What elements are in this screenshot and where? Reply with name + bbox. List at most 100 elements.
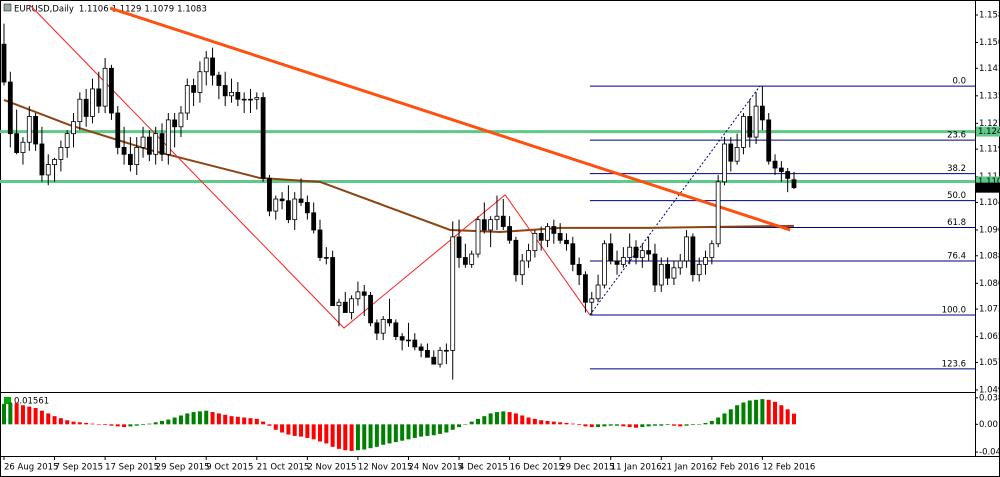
fib-label: 123.6 — [942, 359, 966, 369]
indicator-bar — [210, 412, 215, 425]
indicator-bar — [716, 417, 721, 425]
candle-body — [387, 319, 392, 324]
x-tick-label: 29 Sep 2015 — [156, 463, 210, 473]
indicator-bar — [84, 422, 89, 425]
candle-body — [178, 112, 184, 128]
indicator-bar — [330, 424, 335, 447]
indicator-bar — [652, 424, 657, 426]
candle-body — [71, 121, 76, 135]
candle-body — [488, 219, 494, 231]
candle-body — [109, 67, 114, 114]
candle-body — [336, 301, 342, 307]
y-tick-label: 1.0805 — [979, 279, 1000, 289]
indicator-bar — [792, 413, 796, 425]
candle-body — [33, 116, 38, 145]
x-tick-label: 29 Dec 2015 — [560, 463, 614, 473]
indicator-bar — [33, 407, 38, 425]
close-value: 1.1083 — [177, 4, 207, 14]
candle-body — [677, 260, 683, 269]
candle-body — [26, 116, 32, 143]
candle-body — [652, 253, 658, 286]
candle-body — [7, 81, 13, 135]
candle-body — [279, 198, 285, 202]
indicator-bar — [640, 424, 645, 428]
indicator-bar — [709, 420, 714, 425]
indicator-bar — [336, 424, 341, 449]
chart-title: EURUSD,Daily 1.1106 1.1129 1.1079 1.1083 — [14, 4, 207, 14]
candle-body — [184, 85, 190, 114]
indicator-bar — [349, 424, 354, 451]
indicator-bar — [242, 417, 247, 425]
candle-body — [191, 85, 197, 93]
indicator-bar — [27, 406, 32, 425]
indicator-bar — [577, 424, 582, 426]
indicator-bar — [185, 413, 190, 425]
candle-body — [481, 219, 487, 231]
indicator-bar — [197, 411, 202, 425]
candle-body — [317, 229, 323, 258]
indicator-bar — [160, 420, 164, 425]
candle-body — [165, 119, 171, 155]
indicator-bar — [14, 403, 19, 425]
indicator-bar — [343, 424, 348, 451]
candle-body — [248, 98, 253, 101]
candle-body — [627, 246, 633, 258]
candle-body — [785, 171, 791, 179]
candle-body — [519, 260, 525, 276]
candle-body — [728, 143, 734, 162]
open-value: 1.1106 — [79, 4, 109, 14]
indicator-bar — [602, 424, 607, 427]
candle-body — [254, 97, 260, 100]
indicator-label: 0.01561 — [14, 397, 49, 407]
y-tick-label: 1.0885 — [979, 251, 1000, 261]
indicator-bar — [532, 418, 537, 425]
candle-body — [368, 294, 373, 324]
candle-body — [500, 215, 506, 227]
candle-body — [342, 301, 348, 313]
indicator-bar — [463, 424, 468, 425]
indicator-bar — [2, 403, 6, 425]
x-tick-label: 9 Oct 2015 — [206, 463, 253, 473]
candle-body — [526, 250, 531, 262]
indicator-bar — [178, 415, 183, 425]
candle-body — [658, 263, 664, 286]
indicator-bar — [659, 424, 664, 426]
candle-body — [469, 253, 475, 265]
indicator-bar — [400, 424, 405, 441]
indicator-bar — [564, 422, 569, 425]
candle-body — [494, 215, 500, 221]
current-price: 1.1083 — [978, 183, 1000, 193]
candle-body — [153, 133, 159, 155]
indicator-bar — [58, 418, 63, 425]
indicator-bar — [760, 399, 765, 425]
candle-body — [102, 67, 108, 107]
x-tick-label: 17 Sep 2015 — [105, 463, 159, 473]
indicator-bar — [615, 424, 620, 426]
candle-body — [462, 257, 468, 265]
indicator-bar — [425, 424, 430, 436]
candle-body — [304, 202, 310, 214]
indicator-bar — [722, 413, 727, 425]
indicator-bar — [128, 424, 133, 427]
y-tick-label: 1.0730 — [979, 305, 1000, 315]
price-label-box — [976, 176, 1000, 187]
indicator-tick-label: -0.04073 — [979, 448, 1000, 458]
indicator-bar — [90, 423, 95, 425]
indicator-tick-label: 0.03886 — [979, 393, 1000, 403]
candle-body — [52, 159, 57, 166]
fib-label: 0.0 — [952, 77, 966, 87]
indicator-bar — [646, 424, 651, 427]
indicator-bar — [267, 424, 272, 426]
x-tick-label: 26 Aug 2015 — [4, 463, 58, 473]
indicator-bar — [235, 416, 240, 425]
y-tick-label: 1.1195 — [979, 145, 1000, 155]
moving-average — [3, 99, 795, 234]
x-tick-label: 12 Nov 2015 — [358, 463, 412, 473]
candle-body — [703, 257, 708, 265]
indicator-bar — [419, 424, 424, 437]
candle-body — [620, 257, 626, 265]
candle-body — [90, 88, 95, 117]
indicator-bar — [558, 422, 563, 425]
candle-body — [437, 349, 443, 365]
